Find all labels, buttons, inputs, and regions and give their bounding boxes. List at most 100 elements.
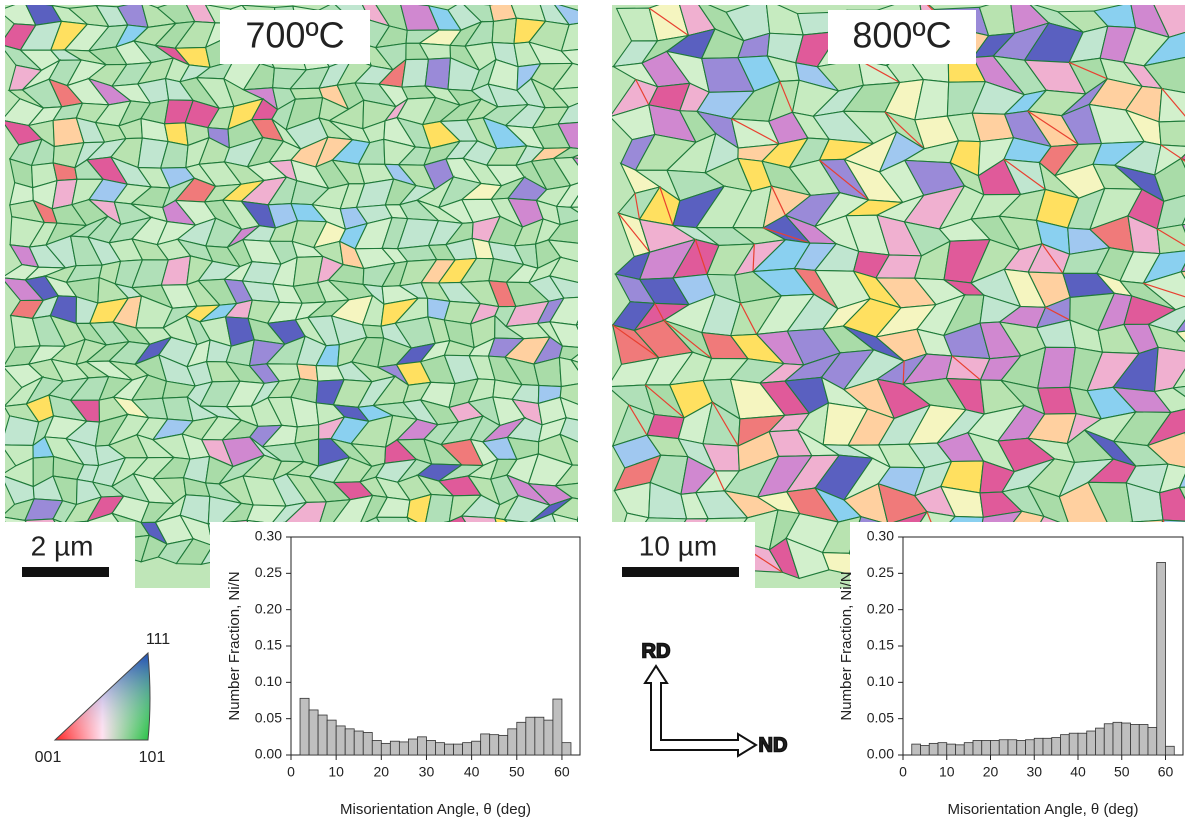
bar: [408, 738, 418, 756]
grain: [553, 482, 578, 501]
scale-bar: [622, 567, 739, 577]
grain: [1158, 486, 1185, 523]
twin-boundary: [951, 355, 981, 381]
bar: [1060, 734, 1070, 756]
grain: [575, 318, 578, 349]
grain: [1146, 431, 1185, 469]
bar: [371, 740, 382, 756]
twin-boundary: [770, 185, 787, 216]
twin-boundary: [635, 79, 650, 106]
twin-boundary: [659, 186, 674, 226]
bar: [963, 742, 974, 756]
grain: [551, 86, 578, 108]
grain: [552, 156, 578, 187]
grain: [1184, 405, 1185, 439]
x-tick-label: 40: [464, 764, 480, 780]
grain: [580, 476, 605, 499]
y-tick-label: 0.10: [255, 673, 282, 689]
grain: [646, 413, 685, 440]
twin-boundary: [902, 360, 905, 385]
twin-boundary: [617, 212, 651, 253]
bar: [946, 743, 956, 756]
ebsd-map: [5, 1, 615, 588]
bar: [1016, 740, 1026, 756]
grain: [569, 178, 578, 208]
bar: [398, 741, 409, 756]
bar: [444, 743, 454, 756]
grain: [502, 518, 548, 539]
plot-area: [902, 536, 1184, 756]
bar: [1051, 737, 1061, 756]
grain: [580, 63, 609, 88]
bar: [417, 736, 427, 756]
panel-temperature: 700ºC: [245, 15, 344, 56]
bar: [981, 740, 991, 756]
y-axis-label: Number Fraction, Ni/N: [838, 571, 855, 720]
grain: [580, 243, 612, 265]
grain: [558, 356, 578, 388]
grain: [1158, 120, 1185, 148]
bar: [1077, 732, 1088, 756]
y-tick-label: 0.25: [867, 564, 894, 580]
bar: [525, 716, 536, 756]
grain: [580, 434, 607, 466]
grain: [554, 464, 578, 487]
bar: [480, 733, 491, 756]
grain: [548, 275, 578, 299]
x-tick-label: 0: [899, 764, 907, 780]
label-box: [220, 10, 370, 64]
y-tick-label: 0.00: [867, 746, 894, 762]
twin-boundary: [711, 401, 739, 447]
x-tick-label: 20: [983, 764, 999, 780]
panel-temperature: 800ºC: [852, 15, 951, 56]
bar: [972, 740, 983, 756]
twin-boundary: [1027, 110, 1079, 145]
bar: [1086, 730, 1096, 756]
y-tick-label: 0.20: [867, 600, 894, 616]
x-tick-label: 10: [328, 764, 344, 780]
grain: [1184, 431, 1185, 470]
ipf-label: 101: [139, 749, 166, 766]
twin-boundary: [819, 159, 870, 201]
x-tick-label: 60: [1158, 764, 1174, 780]
x-tick-label: 50: [1114, 764, 1130, 780]
grain: [1154, 157, 1185, 203]
bar: [1130, 724, 1140, 756]
x-tick-label: 20: [374, 764, 390, 780]
twin-boundary: [752, 243, 755, 272]
grain: [569, 334, 578, 368]
bar: [344, 728, 355, 756]
grain: [580, 543, 612, 562]
grain: [580, 462, 608, 483]
bar: [1121, 722, 1131, 756]
bar: [453, 743, 463, 756]
bar: [471, 740, 482, 756]
ebsd-maps: [5, 1, 1185, 588]
grain: [560, 20, 578, 52]
y-tick-label: 0.05: [255, 709, 282, 725]
twin-boundary: [763, 227, 811, 244]
grain: [1146, 405, 1185, 447]
y-tick-label: 0.15: [867, 637, 894, 653]
twin-boundary: [694, 239, 708, 275]
grain: [547, 217, 578, 244]
y-tick-label: 0.25: [255, 564, 282, 580]
twin-boundary: [1160, 144, 1182, 159]
y-tick-label: 0.00: [255, 746, 282, 762]
axis-name: ND: [759, 734, 788, 756]
grain: [1147, 323, 1185, 354]
twin-boundary: [1161, 88, 1185, 122]
twin-boundary: [1068, 61, 1108, 80]
grain: [1143, 56, 1185, 96]
grain: [207, 522, 236, 547]
grain: [556, 97, 578, 125]
bar: [389, 740, 400, 756]
twin-boundary: [612, 324, 660, 359]
grain: [579, 1, 615, 22]
grain: [580, 87, 605, 105]
grain: [570, 139, 578, 163]
grain: [577, 20, 578, 51]
bar: [516, 721, 527, 756]
twin-boundary: [739, 302, 758, 335]
